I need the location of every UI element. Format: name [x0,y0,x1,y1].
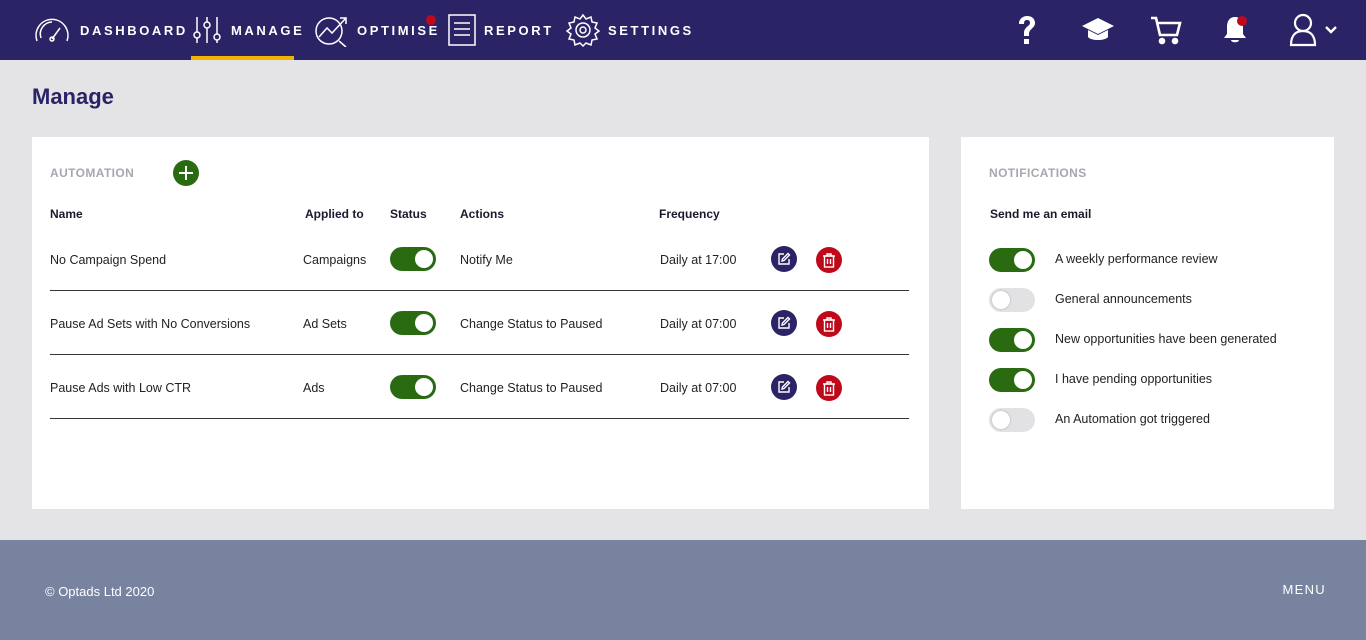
notification-label: A weekly performance review [1055,252,1218,266]
nav-optimise-label: OPTIMISE [357,22,440,38]
graduation-cap-icon [1082,18,1114,40]
automation-name: Pause Ads with Low CTR [50,381,192,395]
user-menu[interactable] [1284,0,1342,60]
column-header-status: Status [390,207,427,221]
document-icon [448,14,476,46]
automation-name: Pause Ad Sets with No Conversions [50,317,251,331]
notification-toggle-announcements[interactable] [989,288,1035,312]
toggle-knob [415,314,433,332]
edit-icon [778,380,791,393]
edit-automation-button[interactable] [771,246,797,272]
notification-toggle-new-opportunities[interactable] [989,328,1035,352]
help-button[interactable] [1010,0,1044,60]
notification-label: General announcements [1055,292,1192,306]
column-header-name: Name [50,207,83,221]
nav-manage[interactable]: MANAGE [191,0,304,60]
column-header-actions: Actions [460,207,505,221]
copyright-text: © Optads Ltd 2020 [45,584,155,599]
user-icon [1289,13,1317,47]
toggle-knob [992,411,1010,429]
notifications-card: NOTIFICATIONS Send me an email A weekly … [961,137,1334,509]
edit-icon [778,252,791,265]
automation-frequency: Daily at 07:00 [660,317,737,331]
notification-label: New opportunities have been generated [1055,332,1277,346]
automation-frequency: Daily at 17:00 [660,253,737,267]
automation-action: Notify Me [460,253,513,267]
nav-report[interactable]: REPORT [448,0,554,60]
help-icon [1019,16,1035,44]
sliders-icon [193,17,221,43]
nav-settings-label: SETTINGS [608,22,694,38]
delete-automation-button[interactable] [816,375,842,401]
nav-manage-label: MANAGE [231,22,305,38]
cart-button[interactable] [1147,0,1185,60]
notification-label: I have pending opportunities [1055,372,1213,386]
learning-button[interactable] [1078,0,1118,60]
automation-applied-to: Ad Sets [303,317,347,331]
add-automation-button[interactable] [173,160,199,186]
delete-automation-button[interactable] [816,311,842,337]
automation-status-toggle[interactable] [390,311,436,335]
delete-automation-button[interactable] [816,247,842,273]
automation-status-toggle[interactable] [390,247,436,271]
page-title: Manage [32,84,114,109]
footer: © Optads Ltd 2020 MENU [0,540,1366,640]
column-header-applied-to: Applied to [305,207,364,221]
toggle-knob [1014,331,1032,349]
optimise-notification-badge [426,15,436,25]
automation-name: No Campaign Spend [50,253,167,267]
column-header-frequency: Frequency [659,207,720,221]
automation-applied-to: Campaigns [303,253,367,267]
table-row: No Campaign Spend Campaigns Notify Me Da… [50,227,909,291]
edit-icon [778,316,791,329]
notification-toggle-weekly-review[interactable] [989,248,1035,272]
nav-settings[interactable]: SETTINGS [566,0,694,60]
automation-card: AUTOMATION Name Applied to Status Action… [32,137,929,509]
notification-toggle-pending-opportunities[interactable] [989,368,1035,392]
toggle-knob [992,291,1010,309]
trend-chart-icon [315,17,347,47]
toggle-knob [415,378,433,396]
notifications-label: NOTIFICATIONS [989,166,1087,180]
nav-active-indicator [191,56,294,60]
email-preferences-heading: Send me an email [990,207,1092,221]
trash-icon [823,380,835,396]
trash-icon [823,252,835,268]
automation-applied-to: Ads [303,381,325,395]
nav-report-label: REPORT [484,22,554,38]
edit-automation-button[interactable] [771,310,797,336]
edit-automation-button[interactable] [771,374,797,400]
plus-icon [179,166,193,180]
footer-menu-link[interactable]: MENU [1282,582,1326,597]
automation-label: AUTOMATION [50,166,135,180]
notifications-button[interactable] [1218,0,1252,60]
table-row: Pause Ad Sets with No Conversions Ad Set… [50,291,909,355]
top-navigation: DASHBOARD MANAGE OPTIMISE REPORT [0,0,1366,60]
automation-action: Change Status to Paused [460,381,603,395]
nav-dashboard[interactable]: DASHBOARD [32,0,188,60]
automation-action: Change Status to Paused [460,317,603,331]
bell-notification-badge [1237,16,1247,26]
chevron-down-icon [1325,26,1337,34]
gauge-icon [35,18,69,42]
table-row: Pause Ads with Low CTR Ads Change Status… [50,355,909,419]
toggle-knob [1014,251,1032,269]
trash-icon [823,316,835,332]
notification-label: An Automation got triggered [1055,412,1210,426]
cart-icon [1151,16,1182,45]
toggle-knob [1014,371,1032,389]
notification-toggle-automation-triggered[interactable] [989,408,1035,432]
nav-optimise[interactable]: OPTIMISE [313,0,440,60]
nav-dashboard-label: DASHBOARD [80,22,188,38]
gear-icon [566,13,600,47]
toggle-knob [415,250,433,268]
automation-frequency: Daily at 07:00 [660,381,737,395]
automation-status-toggle[interactable] [390,375,436,399]
